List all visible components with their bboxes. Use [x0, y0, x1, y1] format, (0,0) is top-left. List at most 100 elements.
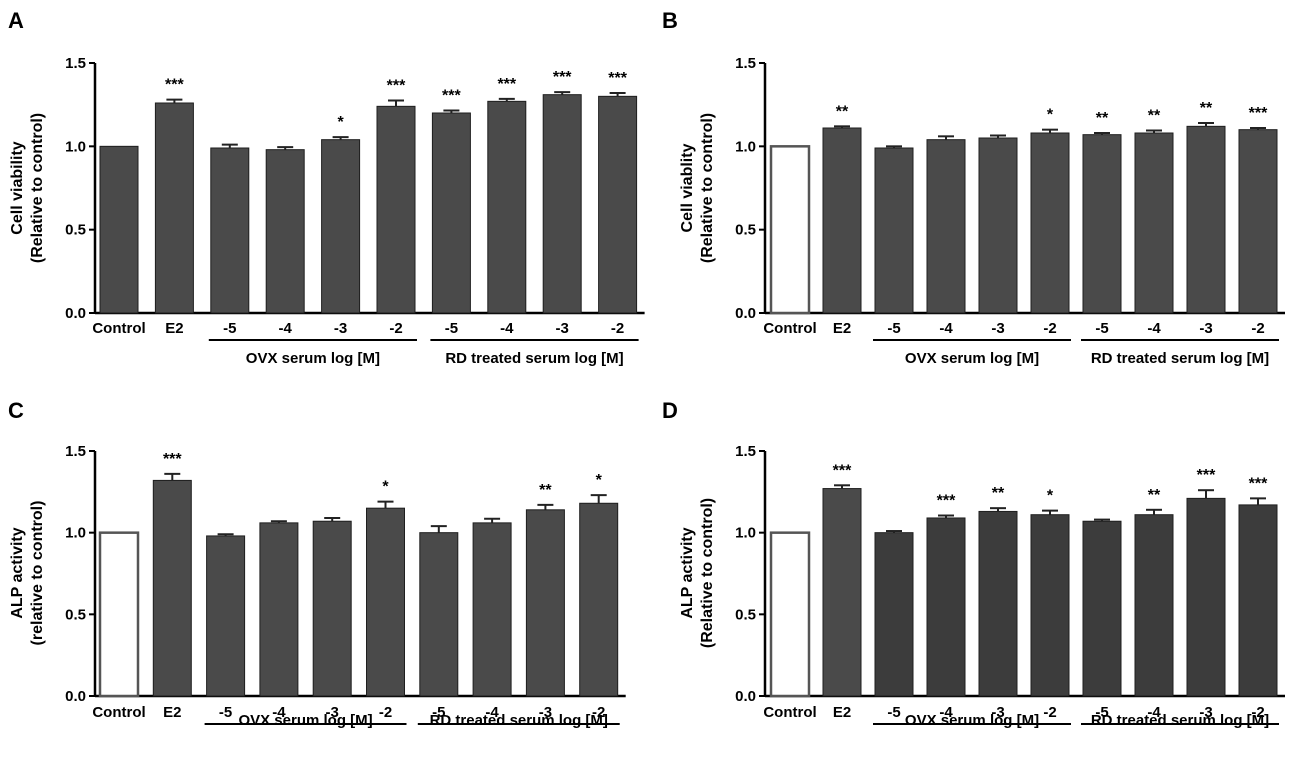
x-tick-label-5: -2 [389, 320, 402, 337]
bar-0 [99, 145, 139, 314]
bar-6 [1082, 520, 1122, 697]
bar-1 [822, 127, 862, 314]
x-tick-label-5: -2 [379, 704, 392, 721]
bar-5 [376, 105, 416, 314]
significance-label-8: *** [1197, 467, 1216, 484]
group-label-0: OVX serum log [M] [246, 350, 380, 367]
group-label-0: OVX serum log [M] [905, 712, 1039, 729]
x-tick-label-2: -5 [219, 704, 232, 721]
significance-label-5: * [1047, 107, 1054, 124]
x-tick-label-1: E2 [163, 704, 181, 721]
x-tick-label-0: Control [92, 320, 145, 337]
x-tick-label-0: Control [763, 320, 816, 337]
y-tick-label: 1.0 [65, 138, 86, 155]
y-tick-label: 0.0 [735, 305, 756, 322]
x-tick-label-5: -2 [1043, 704, 1056, 721]
significance-label-4: ** [992, 485, 1005, 502]
y-tick-label: 0.5 [735, 222, 756, 239]
y-tick-label: 1.5 [65, 443, 86, 460]
y-tick-label: 0.5 [65, 222, 86, 239]
bar-3 [926, 517, 966, 697]
x-tick-label-7: -4 [1147, 320, 1161, 337]
significance-label-1: *** [833, 462, 852, 479]
group-label-1: RD treated serum log [M] [445, 350, 623, 367]
x-tick-label-8: -3 [1199, 320, 1212, 337]
bar-0 [98, 531, 140, 698]
x-tick-label-0: Control [92, 704, 145, 721]
bar-4 [978, 137, 1018, 314]
panel-label: A [8, 8, 24, 33]
bar-3 [259, 522, 299, 697]
bar-2 [874, 147, 914, 314]
significance-label-9: *** [1249, 105, 1268, 122]
x-tick-label-9: -2 [592, 704, 605, 721]
y-axis-label: ALP activity [679, 527, 696, 618]
significance-label-8: *** [553, 69, 572, 86]
bar-2 [210, 147, 250, 314]
significance-label-9: * [596, 472, 603, 489]
significance-label-5: *** [387, 78, 406, 95]
significance-label-8: ** [539, 482, 552, 499]
y-tick-label: 1.5 [735, 443, 756, 460]
bar-4 [312, 520, 352, 697]
x-tick-label-5: -2 [1043, 320, 1056, 337]
y-axis-label-sub: (Relative to control) [699, 498, 716, 648]
bar-4 [321, 139, 361, 314]
chart-panel-a: A 0.0 0.5 1.0 1.5 Cell viability (Relative to … [8, 8, 645, 367]
significance-label-5: * [1047, 488, 1054, 505]
significance-label-9: *** [608, 70, 627, 87]
x-tick-label-8: -3 [556, 320, 569, 337]
y-tick-label: 0.5 [735, 606, 756, 623]
x-tick-label-2: -5 [887, 320, 900, 337]
significance-label-1: *** [163, 451, 182, 468]
bar-3 [265, 149, 305, 314]
y-tick-label: 1.0 [735, 138, 756, 155]
significance-label-5: * [382, 479, 389, 496]
bar-9 [598, 95, 638, 314]
panel-label: B [662, 8, 678, 33]
bar-8 [1186, 125, 1226, 314]
panel-label: D [662, 398, 678, 423]
x-tick-label-7: -4 [500, 320, 514, 337]
bar-5 [1030, 514, 1070, 697]
y-tick-label: 1.0 [735, 525, 756, 542]
y-tick-label: 0.0 [735, 688, 756, 705]
bar-1 [822, 488, 862, 697]
bar-6 [1082, 134, 1122, 314]
bar-7 [487, 100, 527, 314]
x-tick-label-9: -2 [1251, 320, 1264, 337]
group-label-0: OVX serum log [M] [905, 350, 1039, 367]
bar-1 [154, 102, 194, 314]
x-tick-label-7: -4 [1147, 704, 1161, 721]
x-tick-label-1: E2 [833, 704, 851, 721]
x-tick-label-1: E2 [833, 320, 851, 337]
x-tick-label-2: -5 [223, 320, 236, 337]
bar-5 [1030, 132, 1070, 314]
chart-panel-d: D 0.0 0.5 1.0 1.5 ALP activity (Relative to co… [662, 398, 1285, 729]
x-tick-label-4: -3 [991, 704, 1004, 721]
panel-label: C [8, 398, 24, 423]
x-tick-label-4: -3 [326, 704, 339, 721]
significance-label-1: *** [165, 77, 184, 94]
bar-2 [206, 535, 246, 697]
significance-label-1: ** [836, 103, 849, 120]
y-axis-label: ALP activity [9, 527, 26, 618]
bar-0 [769, 145, 811, 315]
bar-1 [152, 479, 192, 697]
y-tick-label: 1.5 [65, 55, 86, 72]
bar-8 [542, 94, 582, 314]
x-tick-label-8: -3 [539, 704, 552, 721]
significance-label-9: *** [1249, 475, 1268, 492]
group-label-1: RD treated serum log [M] [430, 712, 608, 729]
bar-7 [472, 522, 512, 697]
x-tick-label-6: -5 [1095, 704, 1108, 721]
significance-label-7: ** [1148, 487, 1161, 504]
x-tick-label-3: -4 [279, 320, 293, 337]
bar-6 [419, 532, 459, 697]
chart-panel-b: B 0.0 0.5 1.0 1.5 Cell viablity (Relative to c… [662, 8, 1285, 367]
bar-5 [366, 507, 405, 697]
x-tick-label-6: -5 [432, 704, 445, 721]
x-tick-label-6: -5 [1095, 320, 1108, 337]
significance-label-6: ** [1096, 110, 1109, 127]
